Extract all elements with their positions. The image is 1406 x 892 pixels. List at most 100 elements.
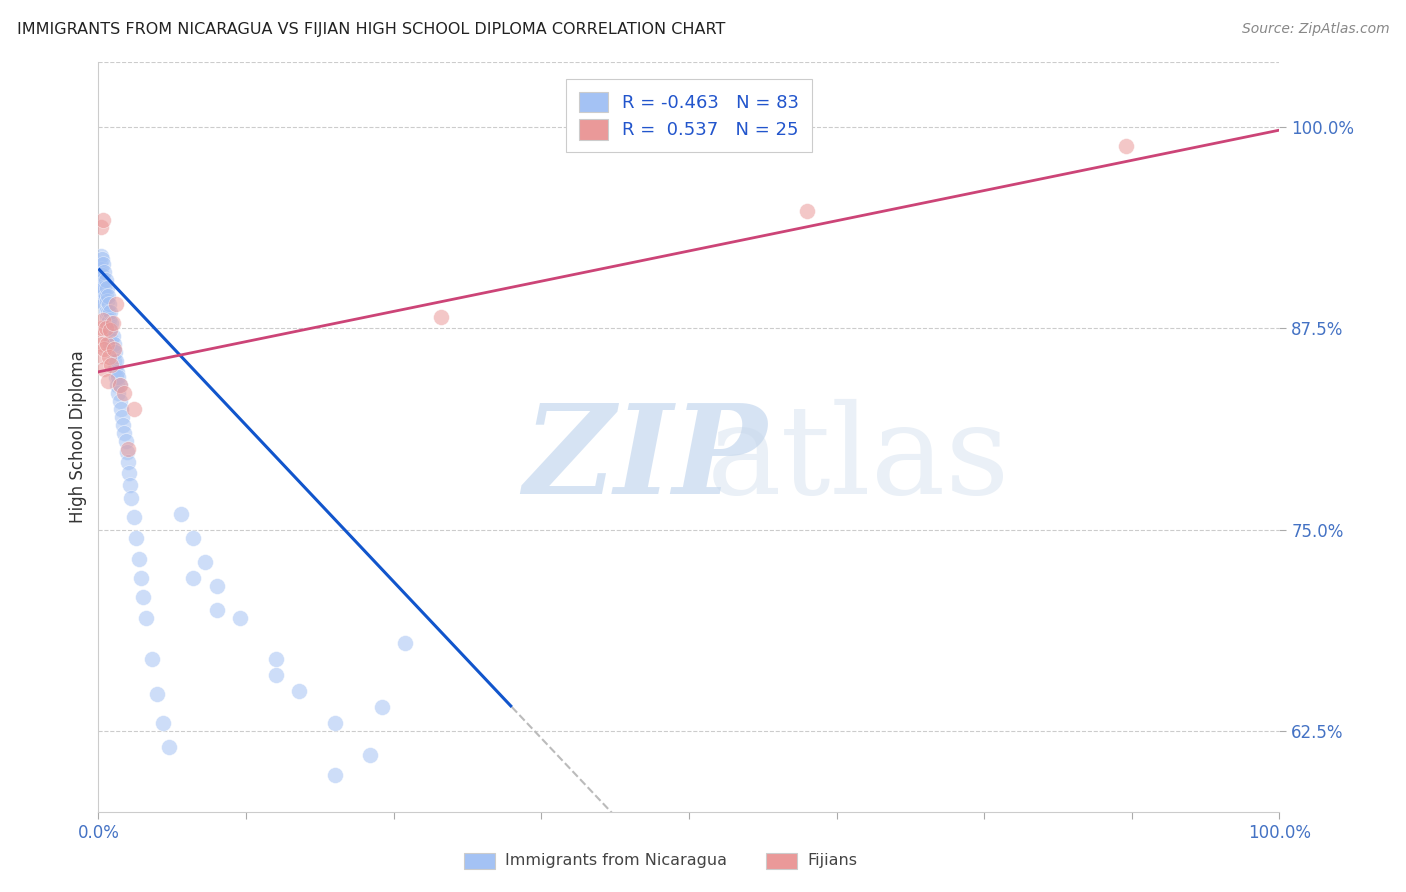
Point [107,385,129,400]
Point [103,337,125,351]
Point [89,281,111,295]
Point [91,337,114,351]
Point [371,700,394,714]
Point [181,531,204,545]
Point [194,555,217,569]
Text: ZIP: ZIP [523,399,768,520]
Point [90,273,112,287]
Y-axis label: High School Diploma: High School Diploma [69,351,87,524]
Point [91,281,114,295]
Legend: R = -0.463   N = 83, R =  0.537   N = 25: R = -0.463 N = 83, R = 0.537 N = 25 [567,79,811,153]
Point [91,293,114,308]
Point [117,455,139,469]
Point [122,401,145,416]
Point [91,213,114,227]
Point [94,321,117,335]
Point [128,551,150,566]
Point [100,317,122,331]
Point [108,377,131,392]
Point [98,321,121,335]
Point [112,417,135,432]
Point [90,261,112,276]
Point [98,351,121,365]
Point [103,353,125,368]
Point [98,329,121,343]
Point [98,323,121,337]
Point [89,265,111,279]
Point [264,667,287,681]
Point [93,361,115,376]
Point [93,297,115,311]
Point [90,289,112,303]
Point [96,337,118,351]
Point [105,369,128,384]
Point [108,393,131,408]
Point [89,257,111,271]
Point [105,377,128,392]
Point [98,313,121,327]
Point [96,310,118,324]
Point [264,651,287,665]
Point [91,313,114,327]
Point [114,434,136,449]
Point [103,343,125,357]
Point [97,289,120,303]
Point [323,767,346,781]
Point [91,252,114,266]
Point [97,305,120,319]
Point [101,317,124,331]
Point [108,377,131,392]
Point [91,285,114,299]
Point [104,345,127,359]
Point [89,329,111,343]
Point [288,684,311,698]
Point [96,293,118,308]
Point [122,509,145,524]
Point [94,289,117,303]
Point [132,591,155,605]
Point [93,343,115,357]
Point [359,748,381,763]
Point [394,635,416,649]
Point [94,305,117,319]
Point [91,257,114,271]
Point [141,651,163,665]
Point [98,297,121,311]
Point [105,353,128,368]
Point [125,531,148,545]
Point [94,273,117,287]
Point [129,571,152,585]
Point [97,317,120,331]
Point [90,219,112,234]
Point [205,603,228,617]
Point [181,571,204,585]
Point [112,425,135,440]
Point [97,375,120,389]
Point [111,409,134,424]
Point [146,687,169,701]
Point [110,401,132,416]
Point [117,442,139,457]
Point [90,321,112,335]
Point [98,305,121,319]
Point [104,361,127,376]
Point [152,716,174,731]
Point [1115,139,1137,153]
Point [115,445,138,459]
Point [91,268,114,282]
Text: IMMIGRANTS FROM NICARAGUA VS FIJIAN HIGH SCHOOL DIPLOMA CORRELATION CHART: IMMIGRANTS FROM NICARAGUA VS FIJIAN HIGH… [17,22,725,37]
Point [323,716,346,731]
Point [93,265,115,279]
Text: atlas: atlas [707,399,1010,520]
Point [430,310,453,324]
Point [229,611,252,625]
Point [112,385,135,400]
Point [157,740,180,755]
Point [98,337,121,351]
Point [96,281,118,295]
Text: Immigrants from Nicaragua: Immigrants from Nicaragua [505,854,727,868]
Point [107,369,129,384]
Point [91,349,114,363]
Point [105,297,128,311]
Point [796,203,818,218]
